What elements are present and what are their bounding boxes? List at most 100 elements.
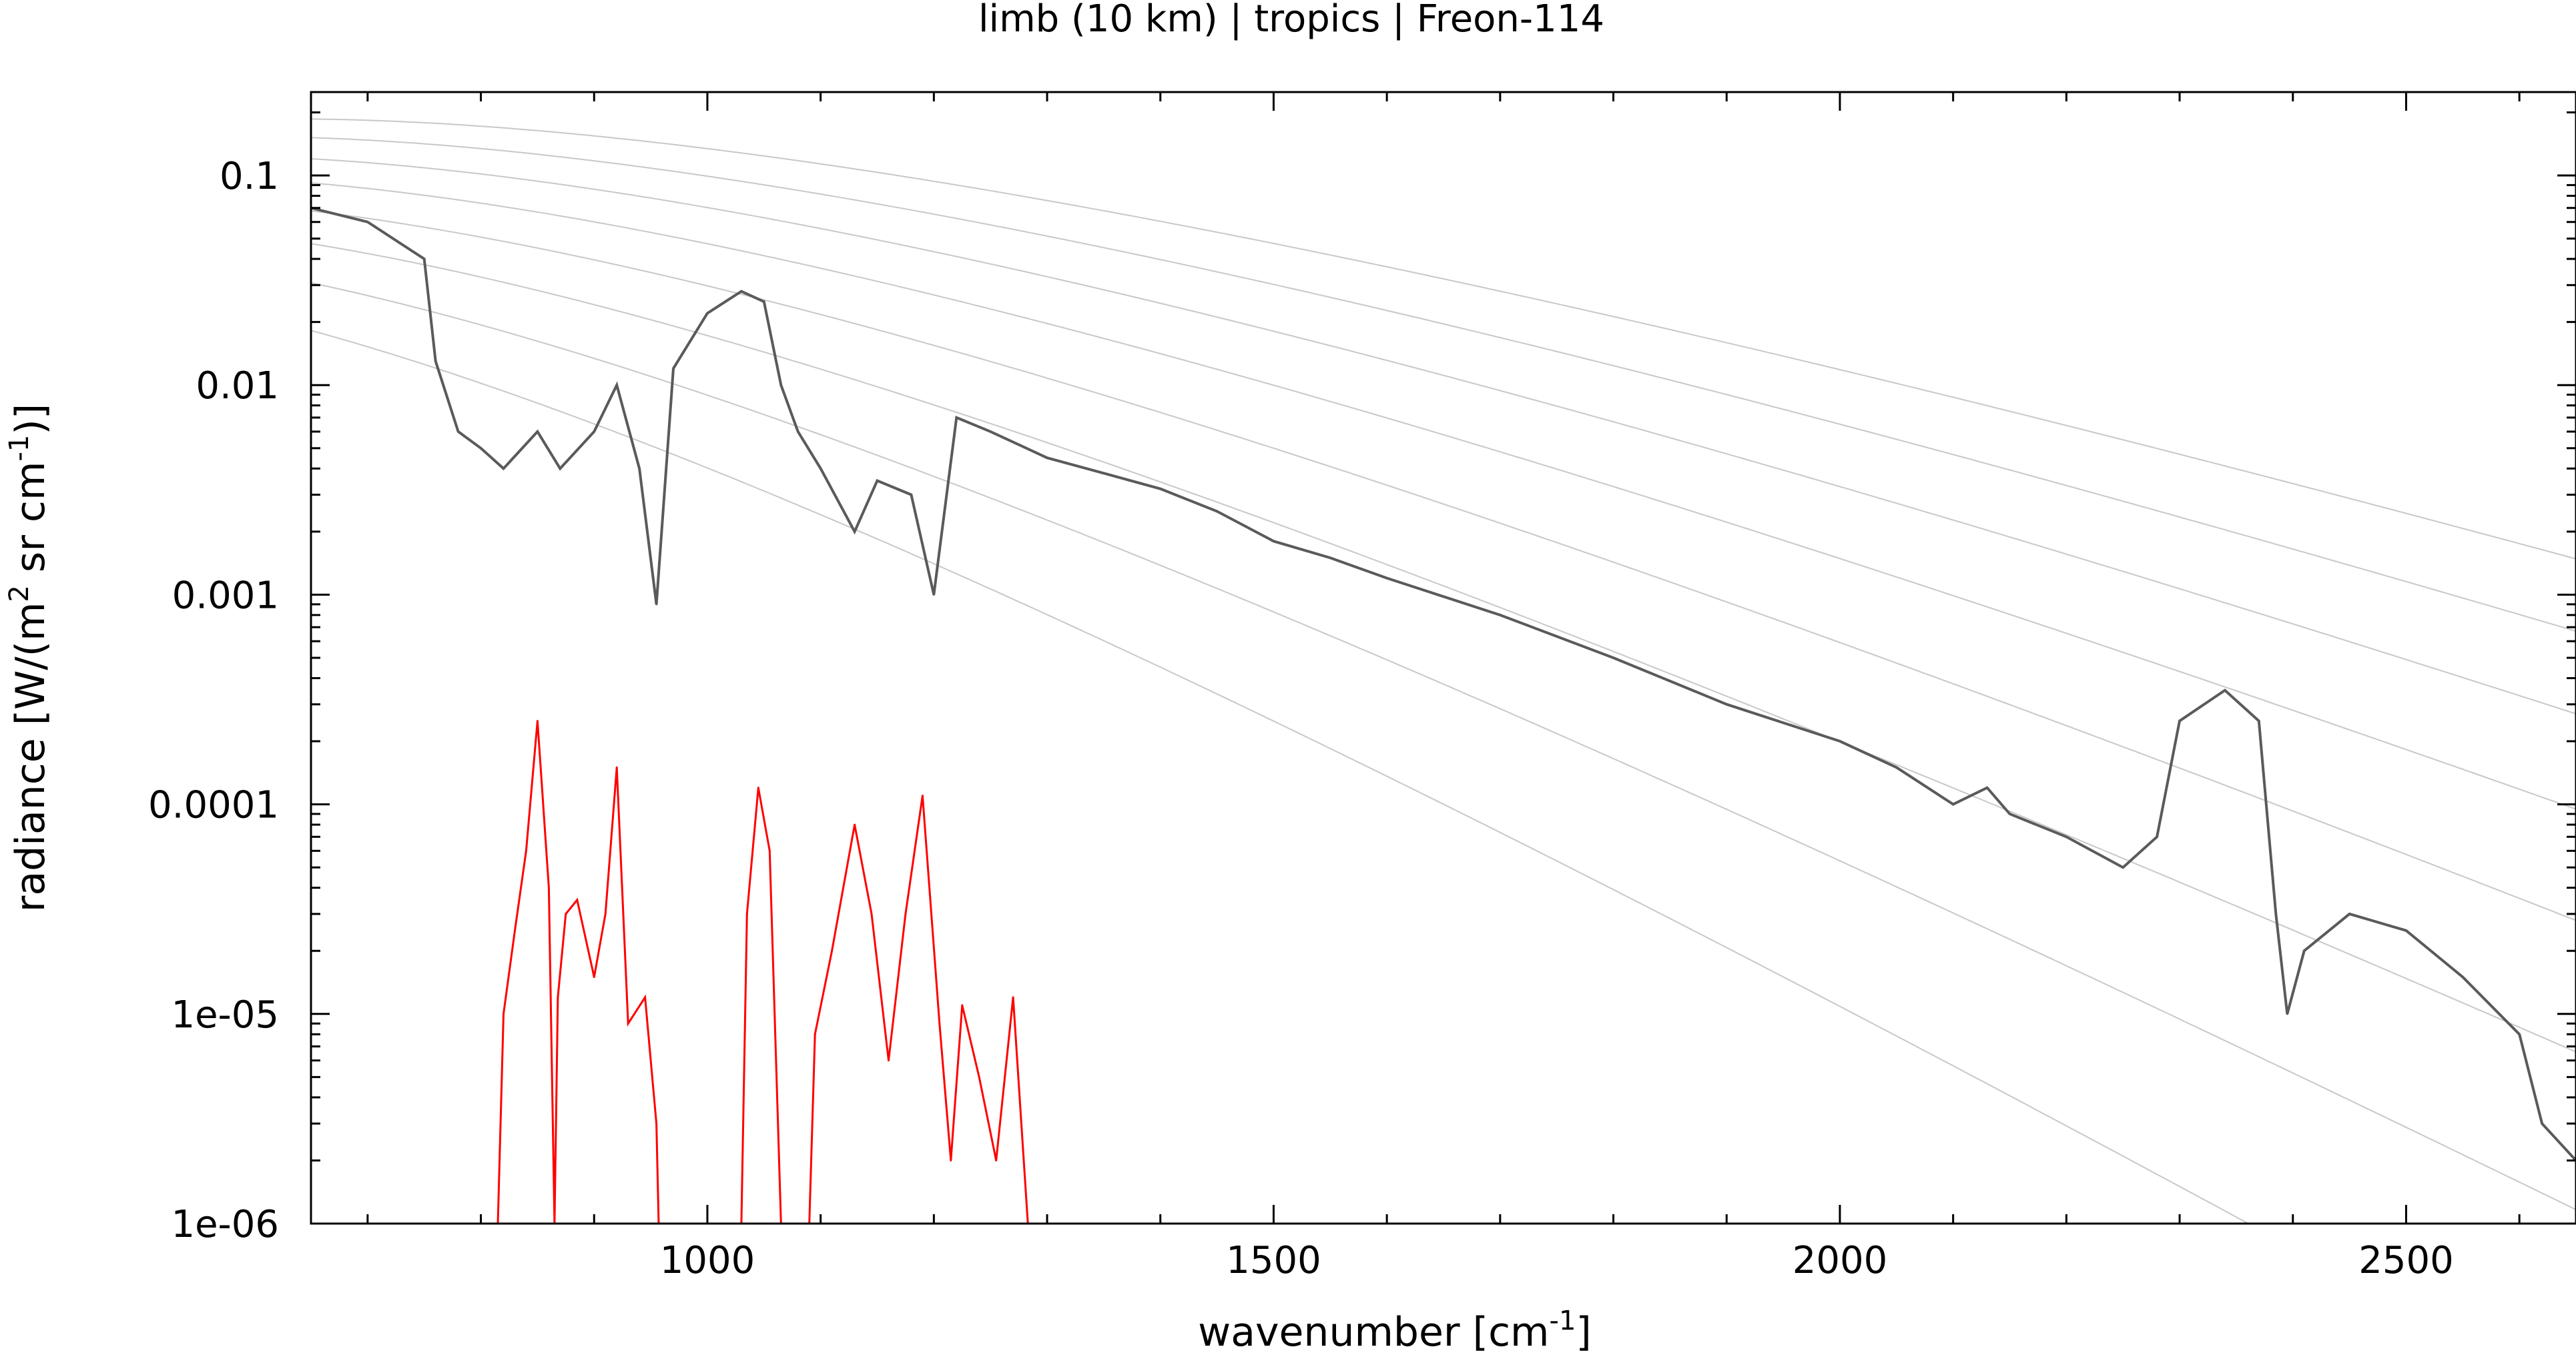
series-0-point: [2156, 835, 2158, 838]
series-1-point: [768, 849, 771, 852]
series-0-point: [854, 530, 856, 533]
series-1-point: [565, 913, 567, 915]
y-tick-label: 0.01: [196, 364, 279, 408]
reference-curve-0: [311, 330, 2250, 1224]
series-1-point: [995, 1159, 998, 1162]
series-0-point: [2303, 949, 2306, 952]
series-0-point: [989, 430, 992, 433]
series-1-point: [514, 929, 516, 932]
x-tick-label: 2500: [2358, 1239, 2454, 1282]
series-0-point: [457, 430, 460, 433]
series-1-point: [888, 1059, 890, 1061]
series-0-point: [1329, 556, 1331, 559]
series-0-point: [740, 290, 743, 293]
ticks-layer: 1000 1500 2000 2500 0.1 0.01 0.001 0.0001 1e-05 1…: [148, 92, 2576, 1282]
series-layer: [311, 206, 2576, 1224]
series-0-point: [1216, 510, 1219, 512]
series-1-point: [950, 1159, 952, 1162]
series-0-point: [706, 312, 709, 315]
series-0-point: [763, 300, 765, 303]
series-0-point: [1612, 656, 1615, 659]
series-0-point: [876, 480, 878, 482]
series-0-point: [655, 603, 658, 606]
series-0-point: [1499, 614, 1502, 616]
reference-curve-1: [311, 282, 2576, 1211]
series-1-point: [1012, 996, 1014, 999]
series-0-point: [1046, 456, 1048, 459]
series-0-point: [2286, 1013, 2288, 1015]
series-1-point: [938, 1022, 941, 1025]
series-0-point: [2122, 866, 2124, 869]
series-1-point: [604, 913, 607, 915]
series-0-point: [2541, 1122, 2543, 1125]
series-1-point: [525, 849, 527, 852]
series-0-point: [593, 430, 595, 433]
y-tick-label: 1e-05: [171, 993, 279, 1037]
series-1-point: [831, 949, 834, 952]
series-0-point: [2065, 835, 2067, 838]
series-0-point: [1952, 803, 1955, 806]
series-0-point: [503, 467, 505, 470]
series-0-point: [559, 467, 561, 470]
series-1-point: [615, 766, 618, 769]
reference-curve-4: [311, 182, 2576, 810]
y-tick-label: 0.001: [172, 574, 279, 617]
series-0-point: [1986, 787, 1989, 789]
reference-curve-2: [311, 243, 2576, 1053]
series-0-point: [366, 221, 369, 223]
series-0-point: [2224, 689, 2226, 692]
series-0-point: [1159, 488, 1162, 490]
series-0-point: [910, 494, 912, 496]
series-1-point: [854, 823, 856, 826]
series-0-point: [955, 416, 958, 419]
series-0-point: [2178, 720, 2181, 723]
series-1-point: [627, 1022, 629, 1025]
series-0-point: [1385, 577, 1388, 579]
series-0-point: [820, 467, 822, 470]
series-1-point: [536, 720, 539, 723]
series-1-point: [644, 996, 647, 999]
series-1-point: [814, 1033, 816, 1035]
series-0-point: [2518, 1033, 2521, 1035]
series-0-point: [932, 593, 935, 596]
series-1-point: [921, 795, 924, 797]
series-0-point: [615, 384, 618, 386]
series-1-point: [655, 1122, 658, 1125]
series-1-point: [757, 787, 759, 789]
y-axis-title: radiance [W/(m2 sr cm-1)]: [4, 404, 54, 912]
series-1-point: [904, 913, 907, 915]
chart-title: limb (10 km) | tropics | Freon-114: [978, 0, 1604, 41]
series-0-point: [2405, 929, 2407, 932]
series-0-point: [434, 360, 437, 362]
reference-curve-7: [311, 118, 2576, 560]
series-1-point: [557, 996, 559, 999]
reference-curve-3: [311, 210, 2576, 921]
y-tick-label: 0.0001: [148, 784, 279, 827]
series-0-point: [1725, 703, 1728, 706]
series-1-point: [961, 1004, 964, 1007]
series-0-point: [638, 467, 641, 470]
series-0-point: [2348, 913, 2351, 915]
series-0-point: [1839, 740, 1841, 743]
series-line-1: [497, 721, 1029, 1224]
series-0-point: [1273, 540, 1275, 542]
series-0-point: [536, 430, 539, 433]
series-1-point: [593, 976, 595, 978]
series-0-point: [797, 430, 799, 433]
y-tick-label: 1e-06: [171, 1203, 279, 1246]
series-0-point: [1895, 766, 1898, 769]
x-tick-label: 2000: [1793, 1239, 1888, 1282]
series-0-point: [2461, 976, 2464, 978]
y-tick-label: 0.1: [220, 155, 279, 198]
series-0-point: [672, 367, 675, 370]
reference-curve-5: [311, 158, 2576, 715]
reference-curve-6: [311, 137, 2576, 632]
series-1-point: [547, 887, 550, 889]
series-0-point: [1102, 472, 1105, 474]
reference-curves: [311, 118, 2576, 1224]
series-0-point: [2274, 913, 2277, 915]
x-tick-label: 1500: [1226, 1239, 1321, 1282]
series-1-point: [870, 913, 873, 915]
